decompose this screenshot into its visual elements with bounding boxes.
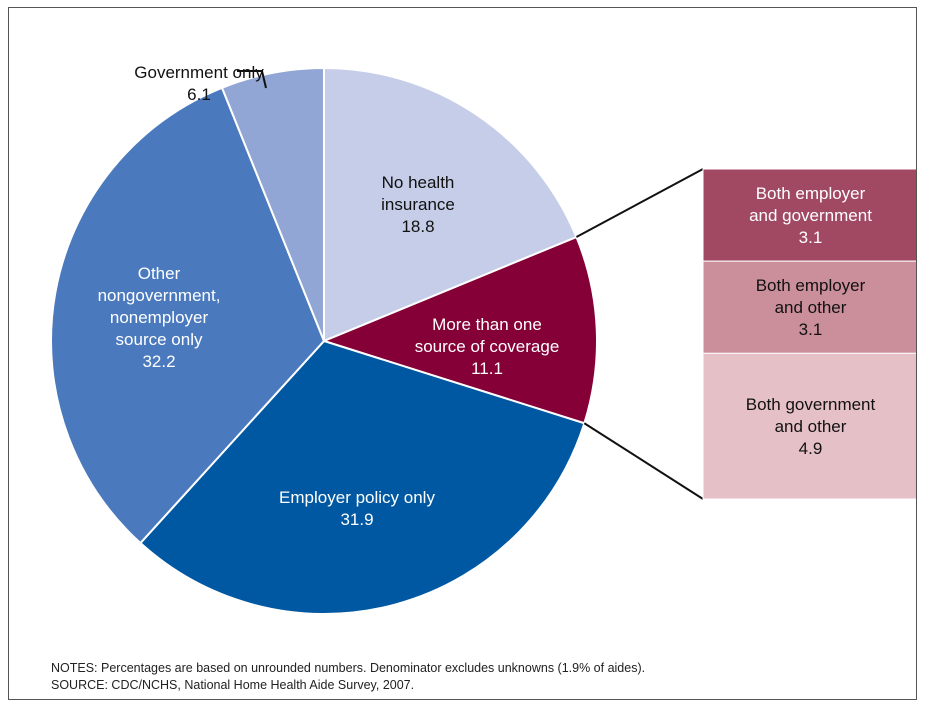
government-only-leader-line [237,70,267,89]
source-text: SOURCE: CDC/NCHS, National Home Health A… [51,678,415,692]
pie-slice-no-health-insurance [323,66,578,343]
pie-chart: No health insurance 18.8 More than one sourc… [50,63,916,615]
breakdown-connector-bottom [583,422,704,500]
breakdown-segment-both-employer-and-government [702,168,916,262]
slice-label-more-than-one-source-of-coverage: More than one source of coverage 11.1 [415,315,560,378]
chart-frame: No health insurance 18.8 More than one sourc… [8,7,917,700]
pie-slice-employer-policy-only [139,339,586,615]
notes-text: NOTES: Percentages are based on unrounde… [51,661,646,675]
breakdown-label-both-employer-and-other: Both employer and other 3.1 [756,276,866,339]
chart-notes: NOTES: Percentages are based on unrounde… [51,660,911,694]
breakdown-segment-both-employer-and-other [702,260,916,354]
slice-label-other-nongovernment-nonemployer-source-only: Other nongovernment, nonemployer source onl… [98,264,221,371]
slice-label-government-only: Government only 6.1 [134,63,264,104]
breakdown-label-both-employer-and-government: Both employer and government 3.1 [749,184,872,247]
breakdown-segment-both-government-and-other [702,352,916,500]
breakdown-connector-top [575,168,704,238]
breakdown-label-both-government-and-other: Both government and other 4.9 [746,395,876,458]
pie-slice-more-than-one-source-of-coverage [321,235,598,425]
pie-slice-other-nongovernment-nonemployer-source-only [50,86,326,545]
pie-slice-government-only [220,66,325,342]
slice-label-employer-policy-only: Employer policy only 31.9 [279,488,435,529]
slice-label-no-health-insurance: No health insurance 18.8 [381,173,455,236]
